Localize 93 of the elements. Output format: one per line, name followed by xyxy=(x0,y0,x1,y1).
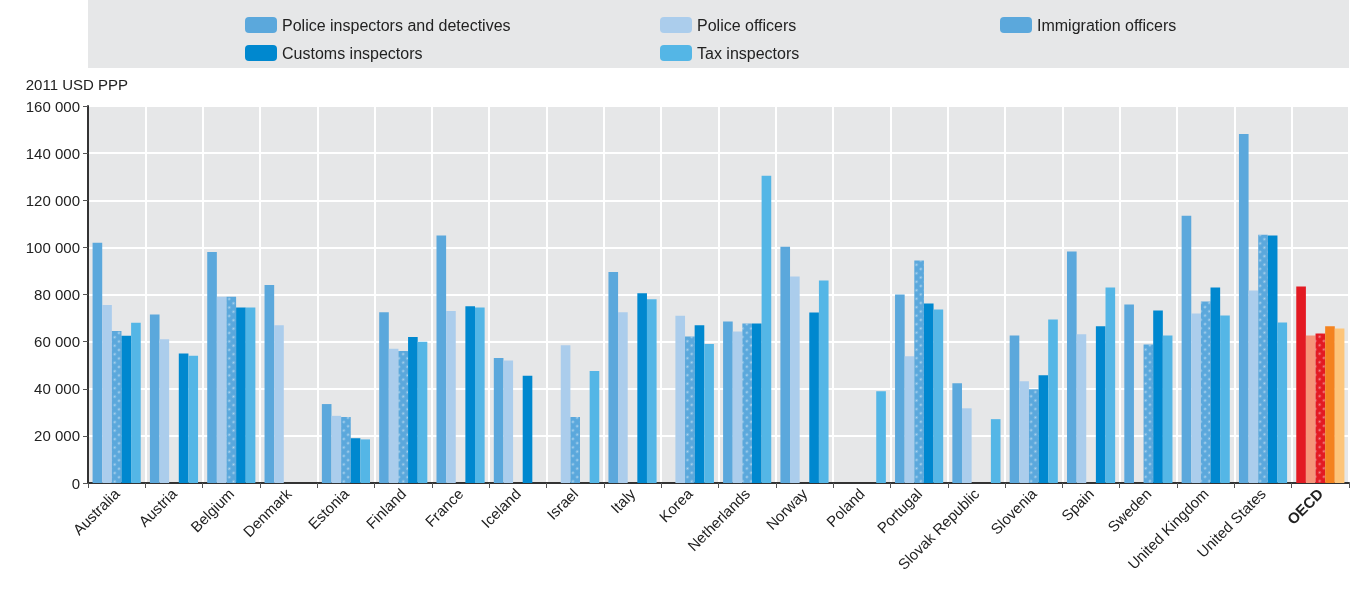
bar xyxy=(1153,310,1163,483)
bar xyxy=(274,325,284,483)
bar xyxy=(780,246,791,483)
legend-label: Immigration officers xyxy=(1037,16,1177,34)
bar xyxy=(876,391,886,483)
legend-label: Customs inspectors xyxy=(282,44,423,62)
bar xyxy=(904,356,915,483)
bar xyxy=(408,336,418,483)
bar xyxy=(1267,235,1278,483)
bar xyxy=(1019,381,1029,483)
bar xyxy=(1305,335,1316,483)
bar xyxy=(522,375,533,483)
bar xyxy=(618,312,628,483)
bar xyxy=(1124,304,1134,483)
bar xyxy=(608,272,619,483)
bar xyxy=(102,305,112,483)
bar xyxy=(436,235,447,483)
bar xyxy=(751,323,762,483)
bar xyxy=(1066,251,1077,483)
bar xyxy=(1296,286,1306,483)
bar xyxy=(379,312,389,483)
y-tick-label: 60 000 xyxy=(34,333,80,351)
bar xyxy=(990,419,1001,483)
bar xyxy=(188,355,199,483)
bar xyxy=(694,325,705,483)
bar xyxy=(350,438,361,483)
bar xyxy=(417,341,428,483)
bar xyxy=(121,335,132,483)
bar xyxy=(1334,328,1345,483)
bar xyxy=(1181,215,1192,483)
bar xyxy=(475,307,485,483)
bar xyxy=(704,343,714,483)
bar xyxy=(1248,290,1259,483)
bar xyxy=(465,306,476,483)
bar xyxy=(1009,335,1020,483)
legend-label: Police officers xyxy=(697,16,797,34)
y-tick-label: 20 000 xyxy=(34,427,80,445)
y-tick-label: 0 xyxy=(71,474,80,492)
bar xyxy=(388,348,399,483)
y-axis-title: 2011 USD PPP xyxy=(25,76,128,93)
y-tick-label: 40 000 xyxy=(34,380,80,398)
bar xyxy=(1191,313,1201,483)
bar xyxy=(331,415,342,483)
bar xyxy=(923,303,934,483)
bar xyxy=(92,242,103,483)
bar xyxy=(1325,326,1335,483)
bar xyxy=(961,408,972,483)
bar xyxy=(216,296,227,483)
bar xyxy=(589,371,600,483)
bar xyxy=(646,299,657,483)
bar xyxy=(1076,334,1087,483)
bar xyxy=(264,285,275,483)
bar xyxy=(723,321,733,483)
bar xyxy=(790,276,800,483)
y-tick-label: 160 000 xyxy=(25,97,80,115)
bar xyxy=(1210,287,1221,483)
bar xyxy=(1277,322,1288,483)
bar xyxy=(236,307,246,483)
bar xyxy=(761,175,772,483)
bar xyxy=(895,294,905,483)
bar xyxy=(159,339,170,483)
bar xyxy=(1162,335,1173,483)
bar xyxy=(245,307,256,483)
bar xyxy=(952,383,962,483)
y-tick-label: 120 000 xyxy=(25,191,80,209)
bar xyxy=(1105,287,1116,483)
bar xyxy=(933,309,944,483)
y-tick-label: 100 000 xyxy=(25,238,80,256)
bar xyxy=(178,353,189,483)
legend-label: Police inspectors and detectives xyxy=(282,16,511,34)
bar xyxy=(732,331,743,483)
bar xyxy=(493,358,504,483)
bar xyxy=(446,310,456,483)
bar xyxy=(1095,326,1106,483)
y-tick-label: 140 000 xyxy=(25,144,80,162)
bar xyxy=(809,312,819,483)
x-tick-label: Italy xyxy=(607,484,639,517)
bar xyxy=(675,315,686,483)
bar xyxy=(818,280,829,483)
bar xyxy=(1038,375,1049,483)
bar xyxy=(360,439,371,483)
bar xyxy=(207,252,217,483)
bar xyxy=(149,314,160,483)
bar xyxy=(1220,315,1230,483)
y-tick-label: 80 000 xyxy=(34,286,80,303)
bar xyxy=(1238,134,1249,483)
bar xyxy=(503,360,514,483)
legend-label: Tax inspectors xyxy=(697,44,800,62)
bar xyxy=(321,404,332,483)
bar xyxy=(1048,319,1058,483)
bar xyxy=(637,293,647,483)
bar xyxy=(560,345,571,483)
bar xyxy=(131,322,141,483)
